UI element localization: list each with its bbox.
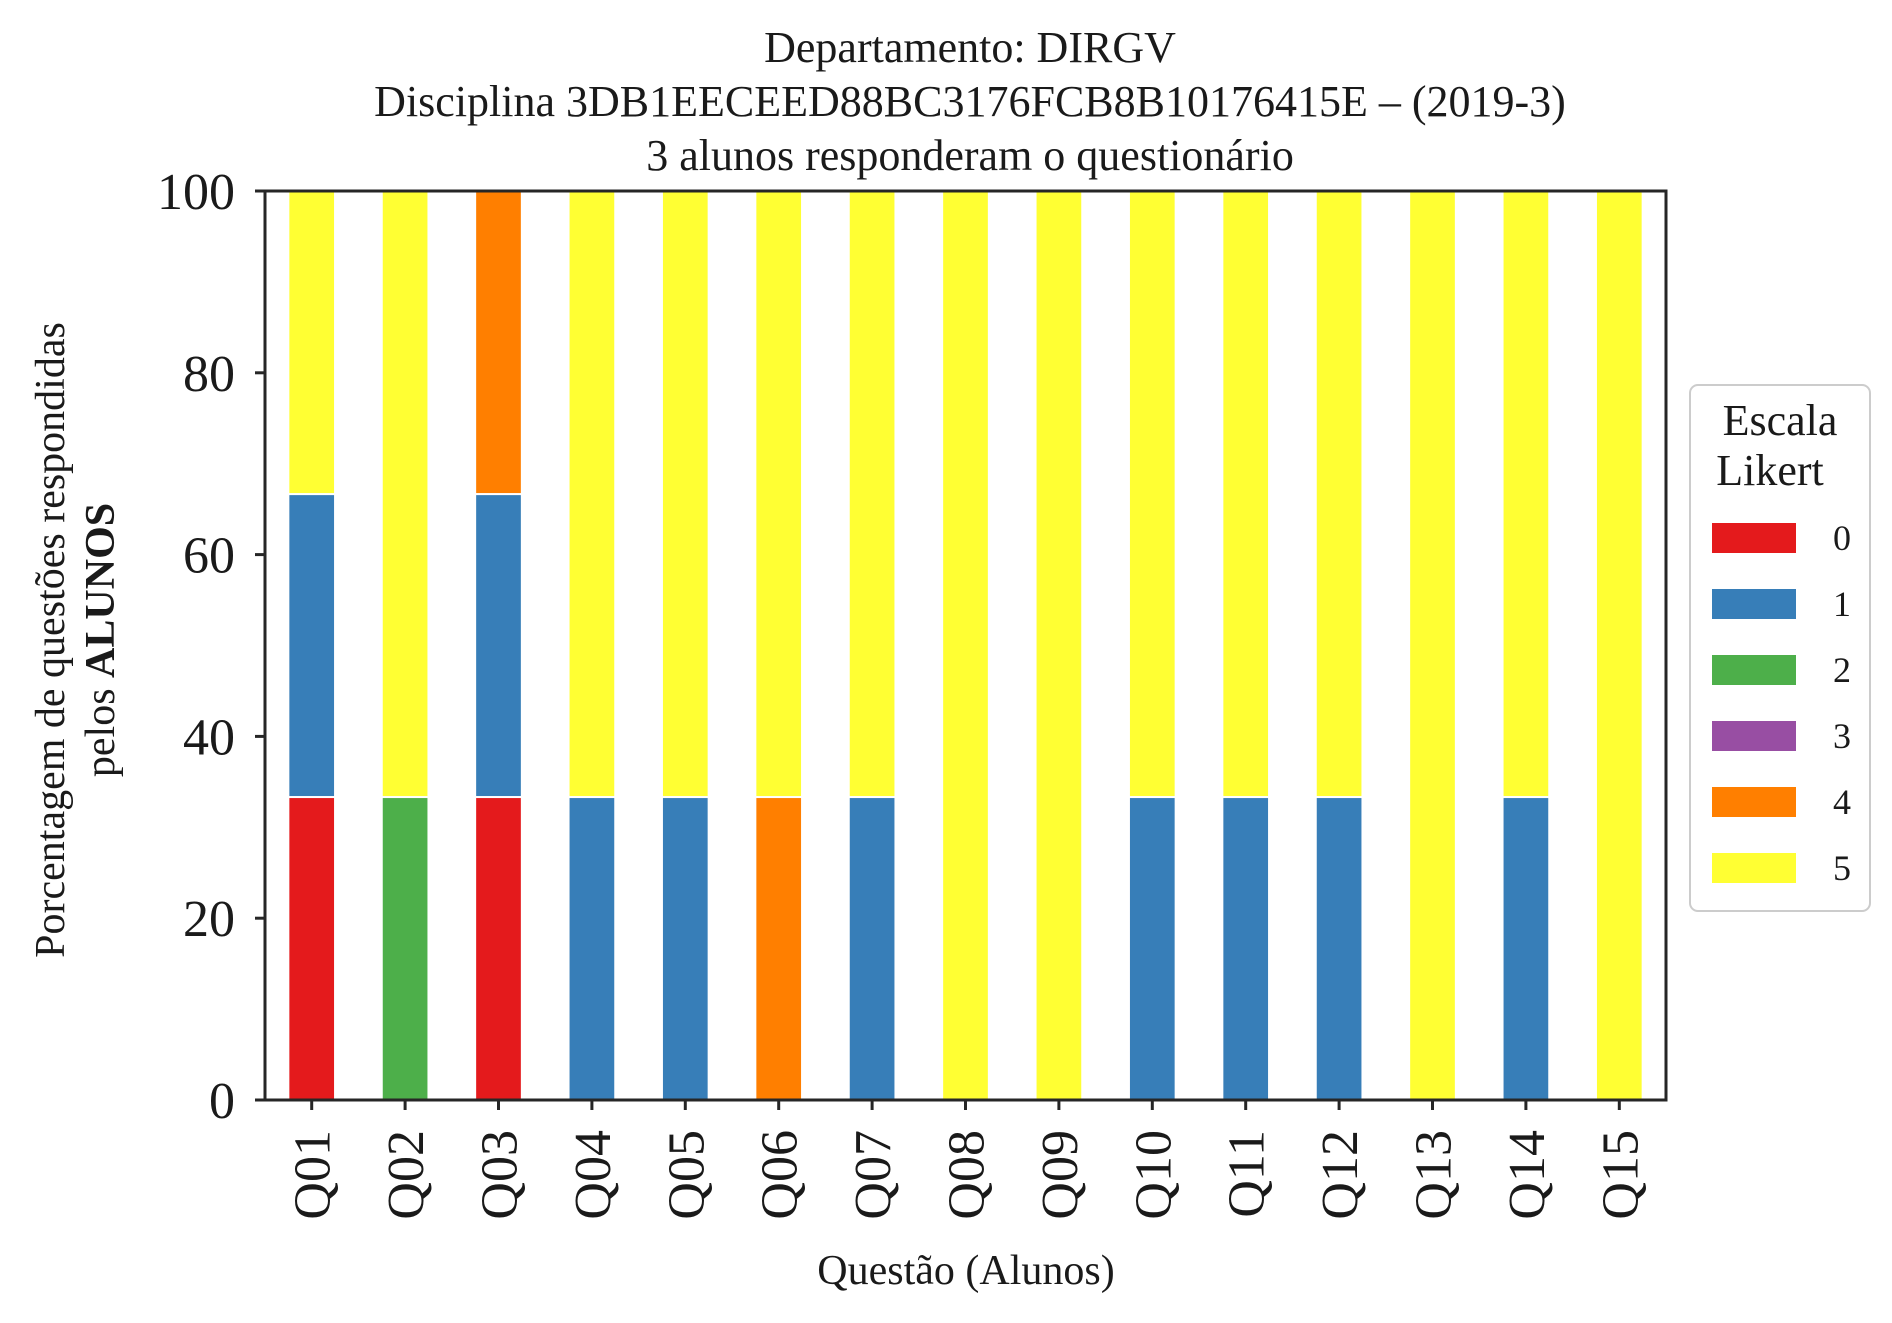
- legend-label-scale-4: 4: [1833, 782, 1851, 822]
- bar-segment-Q02-scale-2: [380, 796, 430, 1101]
- y-tick-label: 40: [183, 709, 235, 766]
- bars: [287, 190, 1644, 1101]
- chart-title: Departamento: DIRGV Disciplina 3DB1EECEE…: [374, 23, 1566, 180]
- bar-segment-Q12-scale-1: [1314, 796, 1364, 1101]
- bar-segment-Q01-scale-1: [287, 493, 337, 799]
- x-tick-label: Q08: [939, 1130, 996, 1220]
- bar-segment-Q06-scale-4: [754, 796, 804, 1101]
- x-tick-label: Q06: [752, 1130, 809, 1220]
- bar-segment-Q04-scale-1: [567, 796, 617, 1101]
- bar-segment-Q04-scale-5: [567, 190, 617, 799]
- x-tick-label: Q01: [285, 1130, 342, 1220]
- bar-segment-Q03-scale-4: [474, 190, 523, 496]
- bar-segment-Q05-scale-5: [660, 190, 710, 799]
- bar-segment-Q01-scale-5: [287, 190, 337, 496]
- legend-label-scale-1: 1: [1833, 584, 1851, 624]
- x-tick-label: Q07: [845, 1130, 902, 1220]
- title-line-3: 3 alunos responderam o questionário: [646, 131, 1294, 180]
- y-tick-label: 100: [157, 164, 235, 221]
- legend-swatch-scale-3: [1712, 721, 1796, 751]
- x-tick-label: Q11: [1219, 1130, 1276, 1218]
- legend-swatch-scale-5: [1712, 853, 1796, 883]
- x-tick-label: Q13: [1406, 1130, 1463, 1220]
- bar-segment-Q02-scale-5: [380, 190, 430, 799]
- bar-segment-Q09-scale-5: [1034, 190, 1084, 1101]
- bar-segment-Q07-scale-1: [847, 796, 897, 1101]
- bar-segment-Q07-scale-5: [847, 190, 897, 799]
- bar-segment-Q10-scale-5: [1127, 190, 1177, 799]
- legend-swatch-scale-2: [1712, 655, 1796, 685]
- legend-label-scale-3: 3: [1833, 716, 1851, 756]
- bar-segment-Q11-scale-5: [1221, 190, 1271, 799]
- y-axis-label-line-1: Porcentagem de questões respondidas: [28, 322, 74, 958]
- x-axis-label: Questão (Alunos): [817, 1248, 1114, 1294]
- y-tick-label: 60: [183, 528, 235, 585]
- y-axis-label-prefix: pelos: [78, 678, 124, 777]
- bar-segment-Q12-scale-5: [1314, 190, 1364, 799]
- y-tick-label: 20: [183, 891, 235, 948]
- legend-title-line-1: Escala: [1723, 396, 1838, 445]
- bar-segment-Q08-scale-5: [941, 190, 990, 1101]
- y-axis-label-emphasis: ALUNOS: [78, 503, 124, 678]
- bar-segment-Q01-scale-0: [287, 796, 337, 1101]
- y-axis-label-line-2: pelos ALUNOS: [78, 503, 124, 777]
- y-tick-label: 80: [183, 346, 235, 403]
- bar-segment-Q03-scale-1: [474, 493, 523, 799]
- legend: Escala Likert 0 1 2 3 4 5: [1689, 384, 1871, 912]
- bar-segment-Q14-scale-5: [1501, 190, 1551, 799]
- x-tick-label: Q02: [378, 1130, 435, 1220]
- legend-swatch-scale-1: [1712, 589, 1796, 619]
- legend-box: [1689, 384, 1871, 912]
- bar-segment-Q11-scale-1: [1221, 796, 1271, 1101]
- title-line-2: Disciplina 3DB1EECEED88BC3176FCB8B101764…: [374, 77, 1566, 126]
- y-axis-label: Porcentagem de questões respondidas pelo…: [28, 322, 124, 958]
- bar-segment-Q10-scale-1: [1127, 796, 1177, 1101]
- bar-segment-Q05-scale-1: [660, 796, 710, 1101]
- legend-title-line-2: Likert: [1716, 446, 1824, 495]
- title-line-1: Departamento: DIRGV: [764, 23, 1176, 72]
- legend-swatch-scale-4: [1712, 787, 1796, 817]
- x-tick-label: Q04: [565, 1130, 622, 1220]
- bar-segment-Q14-scale-1: [1501, 796, 1551, 1101]
- bar-segment-Q03-scale-0: [474, 796, 523, 1101]
- legend-label-scale-0: 0: [1833, 518, 1851, 558]
- plot-area-frame: [263, 189, 1668, 1102]
- y-tick-label: 0: [209, 1073, 235, 1130]
- x-tick-label: Q12: [1312, 1130, 1369, 1220]
- bar-segment-Q15-scale-5: [1594, 190, 1644, 1101]
- x-tick-label: Q03: [472, 1130, 529, 1220]
- x-axis: Q01 Q02 Q03 Q04 Q05 Q06 Q07 Q08 Q09 Q10 Q11 Q12 Q13 Q…: [285, 1100, 1649, 1220]
- x-tick-label: Q10: [1125, 1130, 1182, 1220]
- y-axis: 0 20 40 60 80 100: [157, 164, 265, 1130]
- legend-label-scale-5: 5: [1833, 848, 1851, 888]
- bar-segment-Q13-scale-5: [1408, 190, 1457, 1101]
- x-tick-label: Q14: [1499, 1130, 1556, 1220]
- x-tick-label: Q05: [658, 1130, 715, 1220]
- x-tick-label: Q15: [1592, 1130, 1649, 1220]
- x-tick-label: Q09: [1032, 1130, 1089, 1220]
- legend-swatch-scale-0: [1712, 523, 1796, 553]
- legend-label-scale-2: 2: [1833, 650, 1851, 690]
- bar-segment-Q06-scale-5: [754, 190, 804, 799]
